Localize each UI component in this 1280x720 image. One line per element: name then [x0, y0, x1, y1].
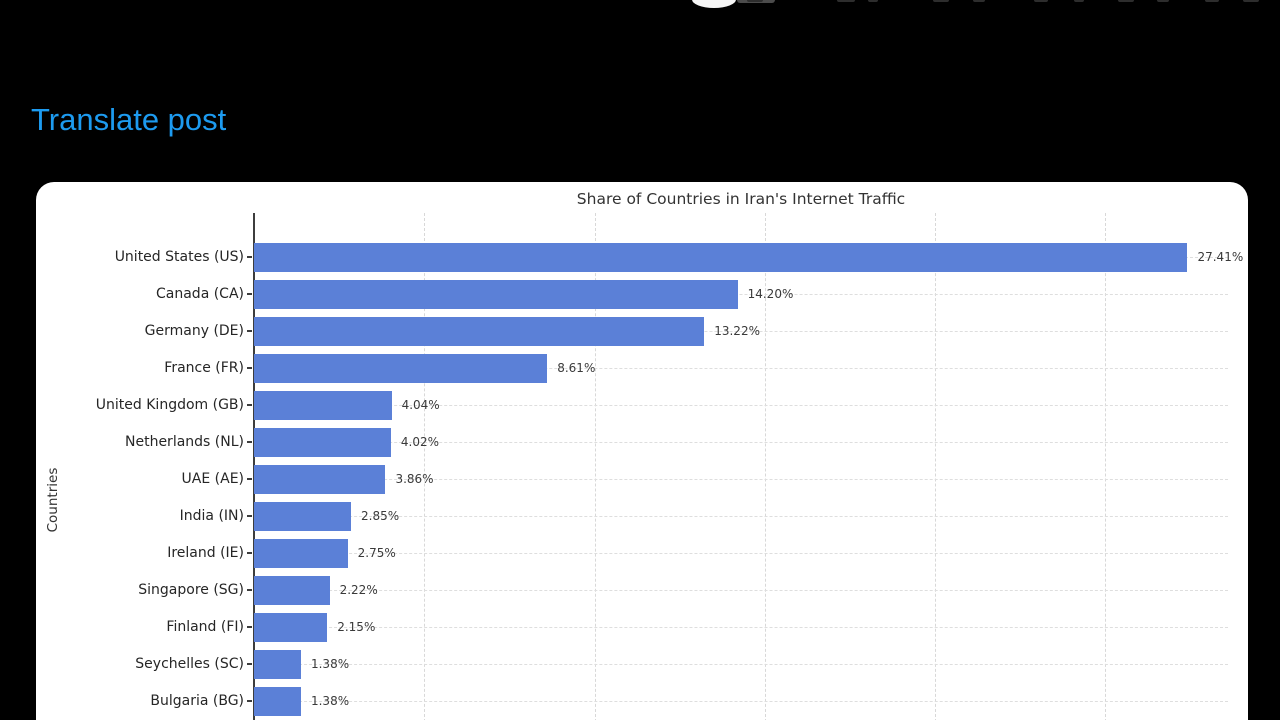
bar-value-label: 4.02% [400, 435, 440, 449]
cropped-glyph-fragment [837, 0, 855, 2]
grid-line-vertical [764, 213, 766, 720]
cropped-glyph-fragment [1034, 0, 1048, 2]
grid-line-horizontal [254, 701, 1228, 702]
category-label: United Kingdom (GB) [95, 397, 244, 413]
y-axis-tick [247, 367, 252, 369]
bar-value-label: 2.15% [337, 620, 376, 634]
grid-line-horizontal [254, 590, 1228, 591]
category-label: Germany (DE) [144, 323, 244, 339]
cropped-glyph-fragment [933, 0, 949, 2]
bar [254, 575, 330, 605]
bar [254, 316, 705, 346]
cropped-glyph-fragment [1243, 0, 1259, 2]
y-axis-tick [247, 552, 252, 554]
bar-value-label: 8.61% [557, 361, 596, 375]
category-label: Ireland (IE) [167, 545, 244, 561]
cropped-glyph-fragment [1118, 0, 1134, 2]
cropped-glyph-fragment [1157, 0, 1169, 2]
category-label: United States (US) [114, 249, 244, 265]
grid-line-vertical [594, 213, 596, 720]
category-label: Seychelles (SC) [135, 656, 244, 672]
category-label: Bulgaria (BG) [150, 693, 244, 709]
bar-value-label: 2.75% [357, 546, 396, 560]
y-axis-tick [247, 293, 252, 295]
bar-value-label: 4.04% [401, 398, 440, 412]
category-label: India (IN) [179, 508, 244, 524]
y-axis-tick [247, 478, 252, 480]
bar [254, 279, 738, 309]
category-axis: United States (US) Canada (CA) Germany (DE… [36, 182, 1248, 720]
grid-line-vertical [1105, 213, 1107, 720]
category-label: Canada (CA) [156, 286, 244, 302]
grid-line-horizontal [254, 331, 1228, 332]
cropped-glyph-fragment [692, 0, 736, 8]
translate-post-link[interactable]: Translate post [31, 102, 227, 137]
bar [254, 649, 301, 679]
grid-line-horizontal [254, 627, 1228, 628]
bar [254, 353, 548, 383]
grid-line-vertical [935, 213, 937, 720]
y-axis-tick [247, 700, 252, 702]
cropped-glyph-fragment [973, 0, 985, 2]
bar-value-label: 13.22% [714, 324, 760, 338]
bar-value-label: 2.22% [339, 583, 378, 597]
category-label: Netherlands (NL) [125, 434, 244, 450]
bar-value-label: 1.38% [310, 694, 350, 708]
cropped-glyph-fragment [1205, 0, 1219, 2]
chart-image[interactable]: Share of Countries in Iran's Internet Tr… [36, 182, 1248, 720]
grid-line-vertical [424, 213, 426, 720]
cropped-text-fragments [0, 0, 1280, 14]
bar-value-label: 2.85% [361, 509, 400, 523]
bar [254, 464, 386, 494]
grid-line-horizontal [254, 294, 1228, 295]
grid-line-horizontal [254, 479, 1228, 480]
bar-value-label: 27.41% [1197, 250, 1244, 264]
grid-line-horizontal [254, 442, 1228, 443]
y-axis-tick [247, 330, 252, 332]
bar [254, 501, 352, 531]
category-label: Singapore (SG) [138, 582, 244, 598]
chart-title: Share of Countries in Iran's Internet Tr… [576, 190, 906, 208]
bar [254, 612, 328, 642]
y-axis-tick [247, 663, 252, 665]
bar [254, 427, 391, 457]
bar [254, 242, 1188, 272]
y-axis-tick [247, 589, 252, 591]
grid-line-horizontal [254, 405, 1228, 406]
grid-line-horizontal [254, 516, 1228, 517]
cropped-glyph-fragment [1074, 0, 1084, 2]
category-label: UAE (AE) [181, 471, 244, 487]
cropped-glyph-fragment [747, 0, 763, 2]
grid-line-horizontal [254, 664, 1228, 665]
y-axis-tick [247, 515, 252, 517]
cropped-glyph-fragment [868, 0, 878, 2]
plot-area: 27.41% 14.20% 13.22% 8.61% 4.04% 4.02% 3.86% 2.… [254, 213, 1243, 720]
y-axis-tick [247, 404, 252, 406]
bar [254, 390, 392, 420]
bar [254, 538, 348, 568]
category-label: Finland (FI) [166, 619, 244, 635]
bar [254, 686, 301, 716]
grid-line-horizontal [254, 553, 1228, 554]
bar-value-label: 3.86% [395, 472, 434, 486]
bar-value-label: 1.38% [310, 657, 350, 671]
y-axis-tick [247, 441, 252, 443]
category-label: France (FR) [164, 360, 244, 376]
y-axis-tick [247, 256, 252, 258]
grid-line-horizontal [254, 368, 1228, 369]
bar-value-label: 14.20% [747, 287, 794, 301]
y-axis-tick [247, 626, 252, 628]
